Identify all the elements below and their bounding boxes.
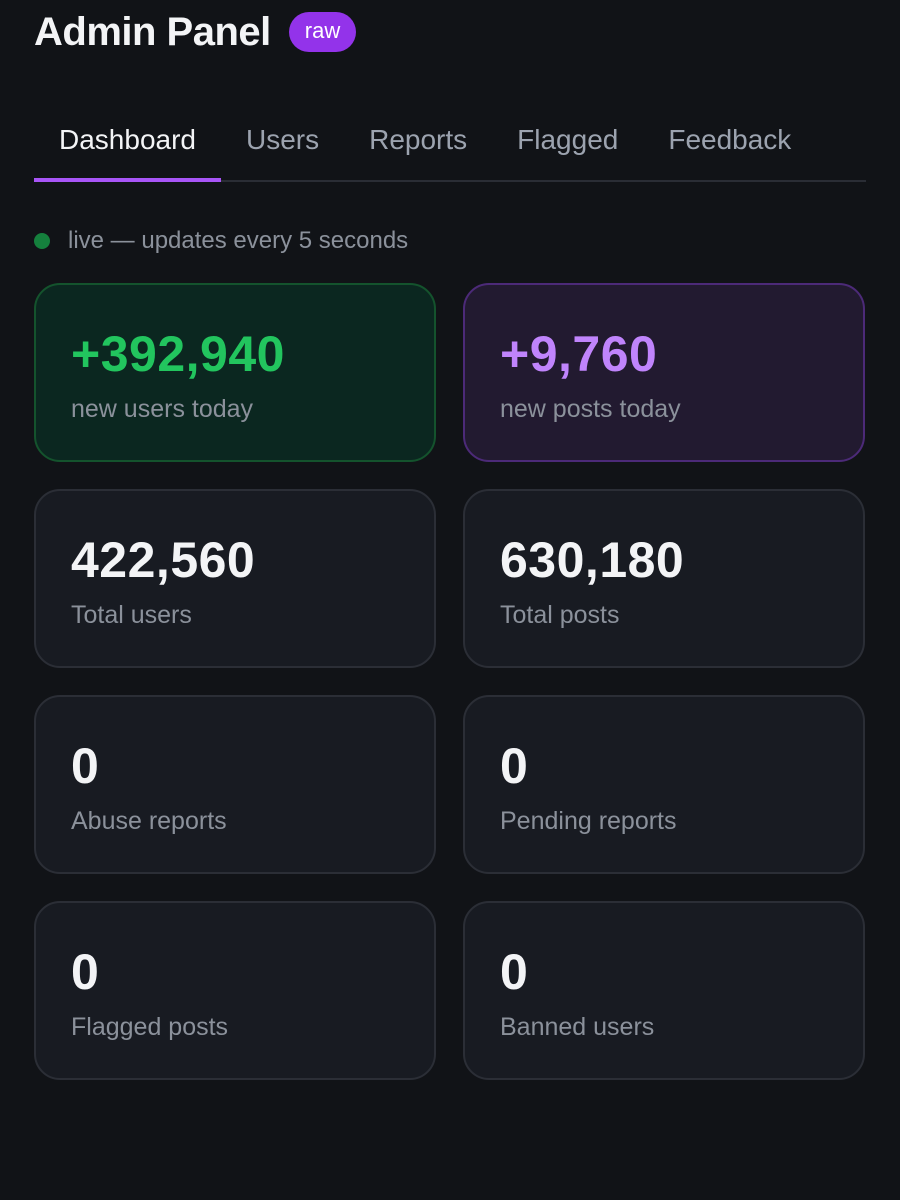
stat-card-new-users-today: +392,940 new users today bbox=[34, 283, 436, 462]
mode-badge: raw bbox=[288, 12, 357, 52]
tab-feedback[interactable]: Feedback bbox=[668, 124, 792, 155]
stat-label: new posts today bbox=[500, 395, 681, 423]
tab-users[interactable]: Users bbox=[245, 124, 320, 155]
stat-label: new users today bbox=[71, 395, 254, 423]
stat-value: 0 bbox=[71, 738, 100, 794]
stat-card-flagged-posts: 0 Flagged posts bbox=[34, 901, 436, 1080]
stat-card-banned-users: 0 Banned users bbox=[463, 901, 865, 1080]
stat-value: 0 bbox=[71, 944, 100, 1000]
stat-value: +392,940 bbox=[71, 326, 285, 382]
stat-label: Total posts bbox=[500, 601, 620, 629]
stat-value: 422,560 bbox=[71, 532, 256, 588]
header: Admin Panel raw bbox=[34, 6, 357, 58]
stat-value: +9,760 bbox=[500, 326, 658, 382]
live-status-text: live — updates every 5 seconds bbox=[68, 227, 409, 254]
live-status: live — updates every 5 seconds bbox=[34, 224, 408, 258]
stat-card-total-posts: 630,180 Total posts bbox=[463, 489, 865, 668]
stat-value: 0 bbox=[500, 944, 529, 1000]
stat-label: Banned users bbox=[500, 1013, 655, 1041]
stat-card-new-posts-today: +9,760 new posts today bbox=[463, 283, 865, 462]
tab-flagged[interactable]: Flagged bbox=[517, 124, 619, 155]
stat-card-pending-reports: 0 Pending reports bbox=[463, 695, 865, 874]
live-dot-icon bbox=[34, 233, 50, 249]
stat-card-total-users: 422,560 Total users bbox=[34, 489, 436, 668]
tab-bar: Dashboard Users Reports Flagged Feedback bbox=[34, 100, 866, 182]
tab-reports[interactable]: Reports bbox=[369, 124, 468, 155]
tab-dashboard[interactable]: Dashboard bbox=[34, 100, 221, 182]
stat-label: Pending reports bbox=[500, 807, 677, 835]
page-title: Admin Panel bbox=[34, 9, 271, 54]
stat-label: Total users bbox=[71, 601, 192, 629]
stat-value: 630,180 bbox=[500, 532, 685, 588]
stat-label: Flagged posts bbox=[71, 1013, 229, 1041]
stat-value: 0 bbox=[500, 738, 529, 794]
stat-card-abuse-reports: 0 Abuse reports bbox=[34, 695, 436, 874]
stat-label: Abuse reports bbox=[71, 807, 227, 835]
